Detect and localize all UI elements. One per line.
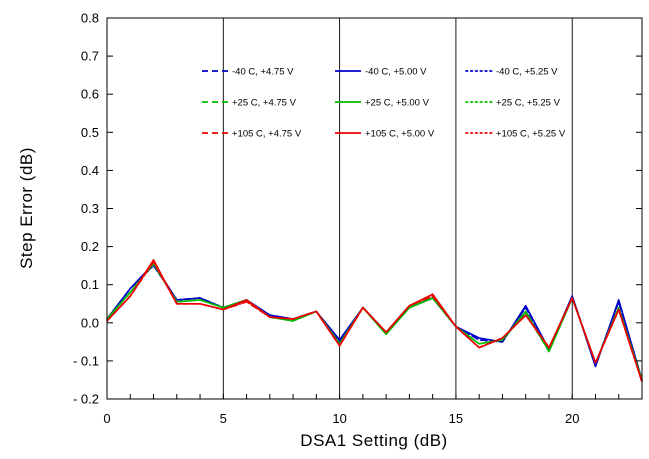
x-tick-label: 15 xyxy=(449,411,463,426)
legend-label: +105 C, +4.75 V xyxy=(232,129,302,140)
x-axis-label: DSA1 Setting (dB) xyxy=(300,431,447,450)
series-lines xyxy=(106,259,643,383)
y-tick-label: 0.3 xyxy=(81,201,99,216)
legend-label: +105 C, +5.00 V xyxy=(365,129,435,140)
x-tick-label: 5 xyxy=(220,411,227,426)
grid xyxy=(222,18,573,399)
legend-label: -40 C, +4.75 V xyxy=(232,67,294,78)
legend-label: +25 C, +5.00 V xyxy=(365,98,430,109)
legend-label: +105 C, +5.25 V xyxy=(496,129,566,140)
x-tick-label: 10 xyxy=(332,411,346,426)
y-tick-label: 0.6 xyxy=(81,87,99,102)
y-tick-label: 0.7 xyxy=(81,49,99,64)
y-tick-label: 0.1 xyxy=(81,277,99,292)
series-line xyxy=(106,260,643,383)
y-tick-label: 0.8 xyxy=(81,11,99,26)
x-tick-label: 0 xyxy=(103,411,110,426)
legend-label: +25 C, +5.25 V xyxy=(496,98,561,109)
legend-label: +25 C, +4.75 V xyxy=(232,98,297,109)
y-tick-label: 0.2 xyxy=(81,239,99,254)
y-tick-label: 0.0 xyxy=(81,315,99,330)
x-tick-label: 20 xyxy=(565,411,579,426)
y-tick-label: - 0.2 xyxy=(73,392,99,407)
x-axis-ticks: 0 5 10 15 20 xyxy=(103,394,620,426)
y-tick-label: - 0.1 xyxy=(73,353,99,368)
series-line xyxy=(106,262,643,381)
legend: -40 C, +4.75 V -40 C, +5.00 V -40 C, +5.25… xyxy=(202,67,566,140)
y-tick-label: 0.5 xyxy=(81,125,99,140)
y-axis-label: Step Error (dB) xyxy=(17,147,36,269)
y-tick-label: 0.4 xyxy=(81,163,99,178)
legend-label: -40 C, +5.00 V xyxy=(365,67,427,78)
y-axis-ticks: - 0.2 - 0.1 0.0 0.1 0.2 0.3 0.4 0.5 0.6 0.7 0.8 xyxy=(73,11,642,407)
legend-label: -40 C, +5.25 V xyxy=(496,67,558,78)
